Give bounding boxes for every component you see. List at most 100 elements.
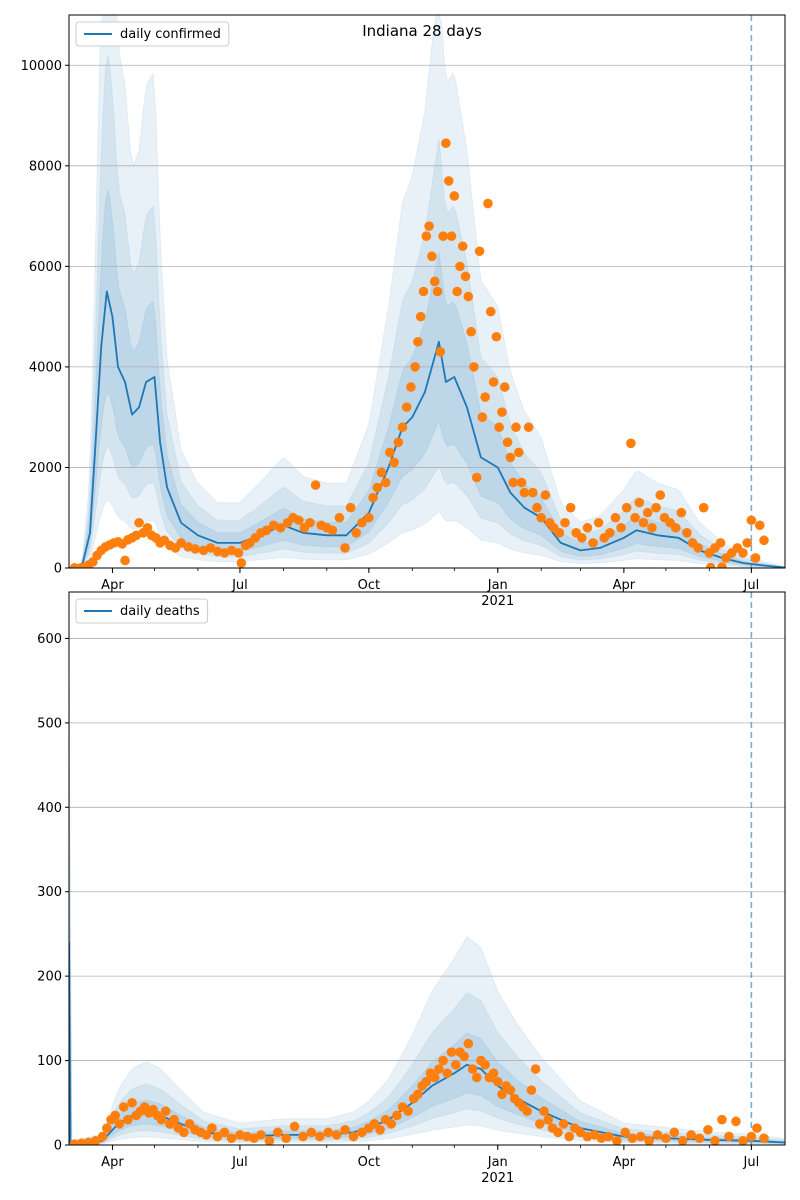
data-point	[310, 480, 321, 490]
data-point	[127, 1097, 137, 1108]
data-point	[655, 490, 666, 500]
data-point	[418, 286, 429, 297]
data-point	[480, 1059, 490, 1070]
data-point	[746, 1131, 757, 1142]
data-point	[298, 1131, 308, 1142]
data-point	[526, 1085, 537, 1095]
data-point	[527, 487, 538, 498]
confirmed-y-axis-ticks: 0 2000 4000 6000 8000 10000	[21, 59, 69, 577]
data-point	[410, 362, 420, 372]
data-point	[427, 251, 437, 262]
data-point	[219, 1127, 230, 1138]
data-point	[686, 1130, 696, 1140]
data-point	[694, 1133, 705, 1144]
data-point	[471, 1072, 482, 1083]
data-point	[334, 512, 345, 523]
data-point	[340, 543, 350, 553]
data-point	[759, 1133, 769, 1144]
data-point	[516, 477, 527, 488]
deaths-legend-label: daily deaths	[120, 604, 200, 619]
x-tick-label: Jul	[231, 1155, 248, 1170]
data-point	[676, 507, 687, 518]
data-point	[236, 558, 247, 568]
x-tick-label: Jan	[487, 578, 508, 593]
data-point	[534, 1119, 545, 1129]
x-tick-label: Apr	[613, 1155, 636, 1170]
data-point	[540, 490, 551, 500]
data-point	[483, 198, 493, 209]
data-point	[480, 392, 490, 402]
data-point	[261, 525, 272, 536]
data-point	[421, 231, 432, 241]
data-point	[323, 1127, 334, 1138]
y-tick-label: 8000	[29, 159, 62, 174]
data-point	[588, 538, 598, 548]
y-tick-label: 100	[37, 1054, 62, 1069]
data-point	[449, 191, 460, 201]
confirmed-axes-frame	[68, 14, 786, 569]
data-point	[651, 502, 661, 513]
data-point	[497, 407, 507, 417]
data-point	[621, 502, 632, 513]
chart-title: Indiana 28 days	[362, 22, 482, 40]
data-point	[746, 515, 757, 526]
data-point	[443, 176, 454, 186]
data-point	[90, 1135, 101, 1145]
x-tick-year-label: 2021	[481, 1171, 514, 1186]
data-point	[429, 276, 440, 287]
data-point	[156, 1114, 167, 1125]
data-point	[717, 562, 727, 568]
data-point	[612, 1135, 622, 1145]
data-point	[392, 1110, 402, 1121]
data-point	[97, 1131, 108, 1142]
data-point	[463, 1038, 474, 1049]
x-tick-label: Jul	[743, 1155, 760, 1170]
data-point	[488, 1068, 499, 1079]
data-point	[494, 422, 504, 433]
y-tick-label: 6000	[29, 260, 62, 275]
data-point	[455, 261, 465, 272]
data-point	[327, 525, 338, 536]
data-point	[750, 553, 761, 563]
data-point	[397, 422, 408, 433]
data-point	[438, 1055, 448, 1066]
data-point	[505, 1085, 516, 1095]
data-point	[357, 1127, 367, 1138]
data-point	[577, 533, 587, 543]
data-point	[469, 362, 479, 372]
data-point	[176, 538, 186, 548]
deaths-observed-points	[69, 1038, 769, 1145]
data-point	[638, 517, 649, 528]
data-point	[560, 517, 570, 528]
data-point	[554, 528, 565, 538]
data-point	[530, 1064, 541, 1074]
data-point	[212, 1131, 223, 1142]
data-point	[669, 1127, 680, 1138]
data-point	[553, 1127, 563, 1138]
data-point	[385, 447, 395, 458]
data-point	[429, 1072, 440, 1083]
data-point	[424, 221, 434, 231]
data-point	[717, 1114, 727, 1125]
data-point	[603, 1131, 614, 1142]
deaths-axes-frame	[68, 591, 786, 1146]
data-point	[532, 502, 542, 513]
data-point	[710, 1135, 720, 1145]
y-tick-label: 400	[37, 801, 62, 816]
data-point	[372, 482, 383, 493]
data-point	[413, 336, 423, 347]
y-tick-label: 500	[37, 716, 62, 731]
data-point	[233, 548, 244, 558]
data-point	[357, 517, 367, 528]
data-point	[661, 1133, 671, 1144]
data-point	[142, 522, 153, 533]
x-tick-label: Jan	[487, 1155, 508, 1170]
confirmed-legend: daily confirmed	[75, 21, 230, 47]
data-point	[275, 522, 286, 533]
data-point	[502, 437, 513, 448]
data-point	[169, 1114, 179, 1125]
data-point	[120, 555, 130, 566]
data-point	[703, 1125, 713, 1135]
x-tick-label: Oct	[358, 578, 380, 593]
